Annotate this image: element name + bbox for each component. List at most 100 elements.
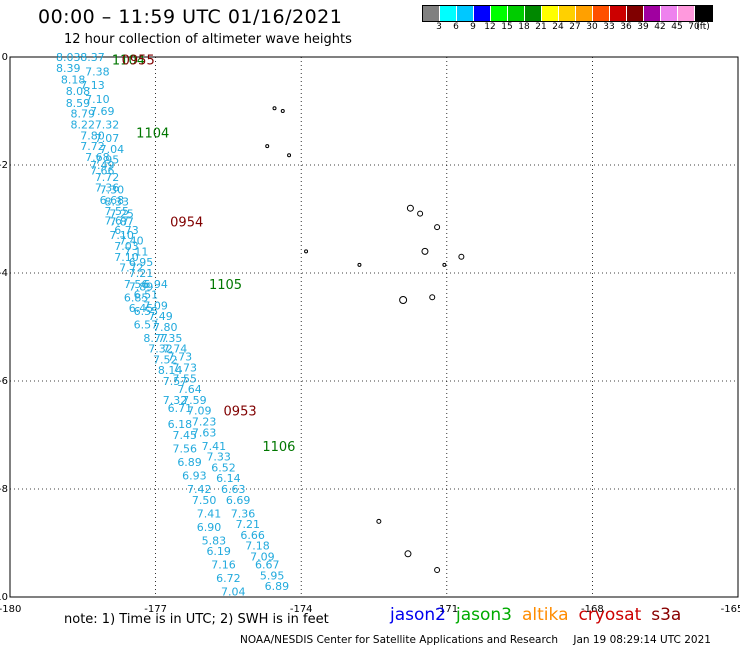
wave-height-value: 8.39 (56, 62, 81, 75)
island-outline (404, 550, 412, 558)
wave-height-value: 8.79 (71, 108, 96, 121)
y-axis-tick-label: 0 (2, 52, 8, 63)
pass-time-label: 1104 (112, 54, 145, 69)
color-scale-cell (576, 6, 593, 21)
wave-height-value: 7.33 (206, 451, 231, 464)
wave-height-value: 8.14 (158, 364, 183, 377)
wave-height-value: 7.63 (192, 426, 217, 439)
island-outline (458, 253, 465, 260)
wave-height-value: 7.32 (95, 119, 120, 132)
wave-height-value: 7.23 (192, 416, 217, 429)
wave-height-value: 7.52 (153, 353, 178, 366)
wave-height-value: 6.63 (221, 483, 246, 496)
island-outline (421, 247, 429, 255)
color-scale-cell (661, 6, 678, 21)
credit-text: NOAA/NESDIS Center for Satellite Applica… (240, 634, 558, 646)
wave-height-value: 7.72 (95, 171, 120, 184)
y-axis-tick-label: -10 (0, 592, 8, 603)
wave-height-value: 8.59 (66, 97, 91, 110)
wave-height-value: 7.73 (172, 362, 197, 375)
map-grid (9, 56, 739, 598)
wave-height-value: 6.69 (226, 494, 251, 507)
color-scale-tick: 42 (654, 22, 666, 32)
wave-height-value: 7.03 (114, 240, 139, 253)
wave-height-value: 7.40 (119, 235, 144, 248)
wave-height-value: 7.36 (231, 507, 256, 520)
wave-height-value: 6.73 (114, 224, 139, 237)
legend-item-s3a: s3a (651, 605, 682, 625)
wave-height-value: 8.22 (71, 119, 96, 132)
wave-height-value: 7.59 (182, 394, 207, 407)
wave-height-value: 6.14 (216, 472, 241, 485)
axis-labels: -180 -177 -174 -171 -168 -165 0 -2 -4 -6 -8 -10 (0, 52, 740, 615)
wave-height-value: 6.90 (197, 521, 222, 534)
color-scale-cell (457, 6, 474, 21)
island-outline (280, 109, 285, 113)
wave-height-value: 7.09 (187, 405, 212, 418)
wave-height-value: 8.03 (56, 51, 81, 64)
x-axis-tick-label: -177 (144, 604, 167, 615)
wave-height-value: 7.18 (245, 540, 270, 553)
wave-height-value: 7.80 (153, 321, 178, 334)
island-outline (434, 224, 441, 231)
wave-height-value: 7.87 (109, 216, 134, 229)
wave-height-value: 7.55 (172, 372, 197, 385)
color-scale-cell (610, 6, 627, 21)
color-scale-tick: 70 (688, 22, 700, 32)
island-outline (417, 210, 424, 217)
islands (265, 106, 465, 573)
wave-height-value: 7.64 (177, 383, 202, 396)
color-scale-labels: 3 6 9 12 15 18 21 24 27 30 33 36 39 42 45 70 (ft) (422, 22, 740, 34)
wave-height-value: 7.95 (95, 154, 120, 167)
wave-height-value: 7.32 (163, 394, 188, 407)
wave-height-value: 7.55 (105, 205, 130, 218)
color-scale-cell (525, 6, 542, 21)
wave-height-value: 6.95 (129, 256, 154, 269)
wave-height-value: 7.32 (148, 343, 173, 356)
wave-height-value: 8.08 (66, 85, 91, 98)
legend-item-cryosat: cryosat (578, 605, 642, 625)
color-scale-cell (491, 6, 508, 21)
island-outline (399, 296, 408, 304)
wave-height-value: 8.33 (105, 196, 130, 209)
island-outline (287, 153, 292, 158)
color-scale-tick: 12 (484, 22, 496, 32)
wave-height-value: 7.21 (236, 518, 261, 531)
island-outline (434, 567, 441, 573)
wave-height-value: 7.09 (250, 551, 275, 564)
color-scale-cell (542, 6, 559, 21)
color-scale-tick: (ft) (696, 22, 710, 32)
legend-item-jason2: jason2 (390, 605, 446, 625)
wave-height-value: 7.74 (163, 343, 188, 356)
wave-height-value: 7.41 (197, 507, 222, 520)
pass-time-label: 0953 (224, 405, 257, 420)
x-axis-tick-label: -171 (435, 604, 458, 615)
satellite-legend: jason2 jason3 altika cryosat s3a (390, 605, 691, 625)
wave-height-value: 7.13 (80, 79, 105, 92)
wave-height-value: 6.89 (177, 456, 202, 469)
wave-height-value: 7.07 (95, 132, 120, 145)
wave-height-value: 8.18 (61, 74, 86, 87)
pass-time-label: 1106 (262, 440, 295, 455)
wave-height-value: 7.56 (124, 278, 149, 291)
wave-height-value: 6.19 (206, 545, 231, 558)
wave-height-value: 7.57 (163, 375, 188, 388)
wave-height-value: 6.55 (134, 305, 159, 318)
wave-height-value: 6.68 (100, 194, 125, 207)
color-scale-tick: 15 (501, 22, 513, 32)
pass-time-label: 0954 (170, 216, 203, 231)
island-outline (406, 204, 414, 212)
wave-height-value: 7.10 (109, 229, 134, 242)
color-scale-tick: 39 (637, 22, 649, 32)
wave-height-value: 7.67 (105, 215, 130, 228)
pass-time-label: 1104 (136, 127, 169, 142)
y-axis-tick-label: -4 (0, 268, 8, 279)
color-scale-tick: 9 (470, 22, 476, 32)
wave-height-value: 7.49 (148, 310, 173, 323)
color-scale-tick: 45 (671, 22, 683, 32)
wave-height-value: 8.77 (143, 332, 168, 345)
wave-height-labels: 8.03 8.378.39 7.388.187.138.087.108.597.69… (56, 51, 289, 599)
map-subtitle: 12 hour collection of altimeter wave hei… (64, 32, 352, 47)
